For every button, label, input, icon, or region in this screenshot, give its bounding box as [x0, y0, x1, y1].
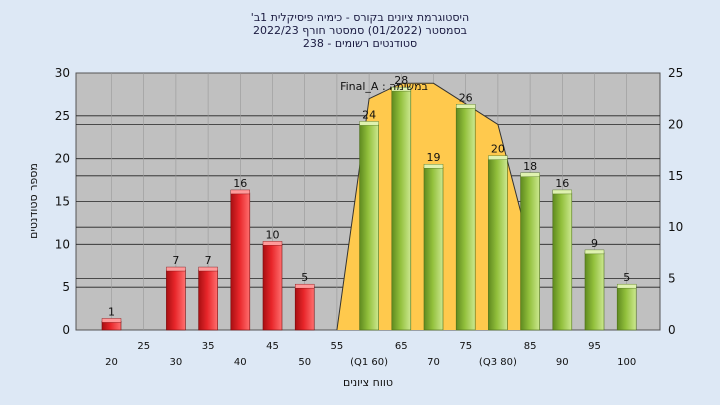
- y-axis-title: מספר סטודנטים: [27, 163, 40, 239]
- x-tick-lower-5: 70: [427, 357, 440, 368]
- bar-cap-80: [488, 155, 508, 160]
- y2-tick-15: 15: [668, 169, 683, 183]
- data-label-45: 10: [266, 228, 280, 241]
- bar-cap-95: [584, 249, 605, 255]
- x-tick-lower-8: 100: [617, 357, 636, 368]
- y-tick-0: 0: [62, 323, 70, 337]
- data-label-75: 26: [459, 91, 473, 104]
- data-label-80: 20: [491, 143, 505, 156]
- x-tick-upper-3: 55: [331, 341, 344, 352]
- data-label-35: 7: [205, 254, 212, 267]
- bars: [101, 86, 637, 331]
- bar-cap-60: [359, 121, 379, 126]
- x-tick-upper-7: 95: [588, 341, 601, 352]
- x-tick-upper-4: 65: [395, 341, 408, 352]
- overlay-line: [336, 82, 531, 331]
- data-label-100: 5: [623, 271, 630, 284]
- y2-tick-0: 0: [668, 323, 676, 337]
- bar-100: [616, 286, 637, 331]
- bar-cap-65: [391, 86, 411, 92]
- bar-35: [198, 269, 218, 331]
- bar-cap-70: [423, 164, 444, 169]
- y2-axis-ticks: 0 5 10 15 20 25: [668, 66, 683, 337]
- data-label-40: 16: [233, 177, 247, 190]
- bar-65: [391, 89, 412, 331]
- bar-cap-75: [456, 104, 476, 109]
- y-tick-25: 25: [55, 109, 70, 123]
- data-label-60: 24: [362, 108, 376, 121]
- bar-cap-50: [295, 283, 315, 289]
- x-tick-upper-6: 85: [524, 341, 537, 352]
- x-tick-upper-0: 25: [137, 341, 150, 352]
- data-labels: 1 7 7 16 10 5 24 28 19 26 20 18 16 9 5: [108, 74, 630, 318]
- bar-80: [488, 158, 508, 331]
- y-tick-15: 15: [55, 195, 70, 209]
- bar-cap-100: [617, 283, 637, 289]
- y2-tick-25: 25: [668, 66, 683, 80]
- data-label-30: 7: [172, 254, 179, 267]
- x-tick-lower-3: 50: [298, 357, 311, 368]
- y-tick-30: 30: [55, 66, 70, 80]
- x-tick-lower-0: 20: [105, 357, 118, 368]
- bar-cap-35: [198, 266, 218, 272]
- title-line-1: 'היסטוגרמת ציונים בקורס - כימיה פיסיקלית…: [251, 11, 469, 24]
- x-tick-lower-2: 40: [234, 357, 247, 368]
- y2-tick-5: 5: [668, 272, 676, 286]
- y-tick-10: 10: [55, 237, 70, 251]
- data-label-70: 19: [427, 151, 441, 164]
- x-tick-lower-1: 30: [170, 357, 183, 368]
- y2-tick-20: 20: [668, 117, 683, 131]
- x-tick-lower-6: (Q3 80): [479, 357, 517, 368]
- legend-overlay: Final_A : במשימה: [340, 80, 428, 93]
- x-axis-title: טווח ציונים: [343, 376, 393, 389]
- y2-tick-10: 10: [668, 220, 683, 234]
- bar-40: [230, 192, 251, 331]
- bar-cap-20: [101, 318, 122, 323]
- bar-cap-40: [230, 189, 251, 195]
- bar-45: [262, 244, 283, 331]
- x-tick-lower-7: 90: [556, 357, 569, 368]
- x-tick-upper-1: 35: [202, 341, 215, 352]
- bar-75: [455, 106, 476, 331]
- bar-70: [423, 166, 444, 331]
- x-tick-upper-2: 45: [266, 341, 279, 352]
- bar-95: [584, 252, 605, 331]
- x-tick-upper-5: 75: [459, 341, 472, 352]
- bar-30: [166, 269, 186, 331]
- x-axis-ticks: 25 35 45 55 65 75 85 95 20 30 40 50 (Q1 60) 70 (Q3 80)…: [105, 341, 636, 368]
- data-label-20: 1: [108, 305, 115, 318]
- bar-60: [359, 124, 379, 331]
- bar-cap-45: [262, 241, 283, 246]
- x-tick-lower-4: (Q1 60): [350, 357, 388, 368]
- data-label-50: 5: [301, 271, 308, 284]
- bar-85: [520, 175, 540, 331]
- data-label-90: 16: [555, 177, 569, 190]
- bar-50: [294, 286, 315, 331]
- bar-20: [101, 321, 122, 331]
- bar-cap-30: [166, 266, 186, 272]
- y-axis-ticks: 0 5 10 15 20 25 30: [55, 66, 70, 337]
- y-tick-5: 5: [62, 280, 70, 294]
- bar-cap-90: [552, 189, 572, 195]
- data-label-95: 9: [591, 237, 598, 250]
- chart-title: 'היסטוגרמת ציונים בקורס - כימיה פיסיקלית…: [251, 11, 469, 50]
- data-label-65: 28: [394, 74, 408, 87]
- title-line-3: סטודנטים רשומים - 238: [303, 37, 417, 50]
- title-line-2: בסמסטר (01/2022) סמסטר חורף 2022/23: [253, 24, 467, 37]
- bar-cap-85: [520, 172, 540, 178]
- y-tick-20: 20: [55, 152, 70, 166]
- bar-90: [552, 192, 573, 331]
- data-label-85: 18: [523, 160, 537, 173]
